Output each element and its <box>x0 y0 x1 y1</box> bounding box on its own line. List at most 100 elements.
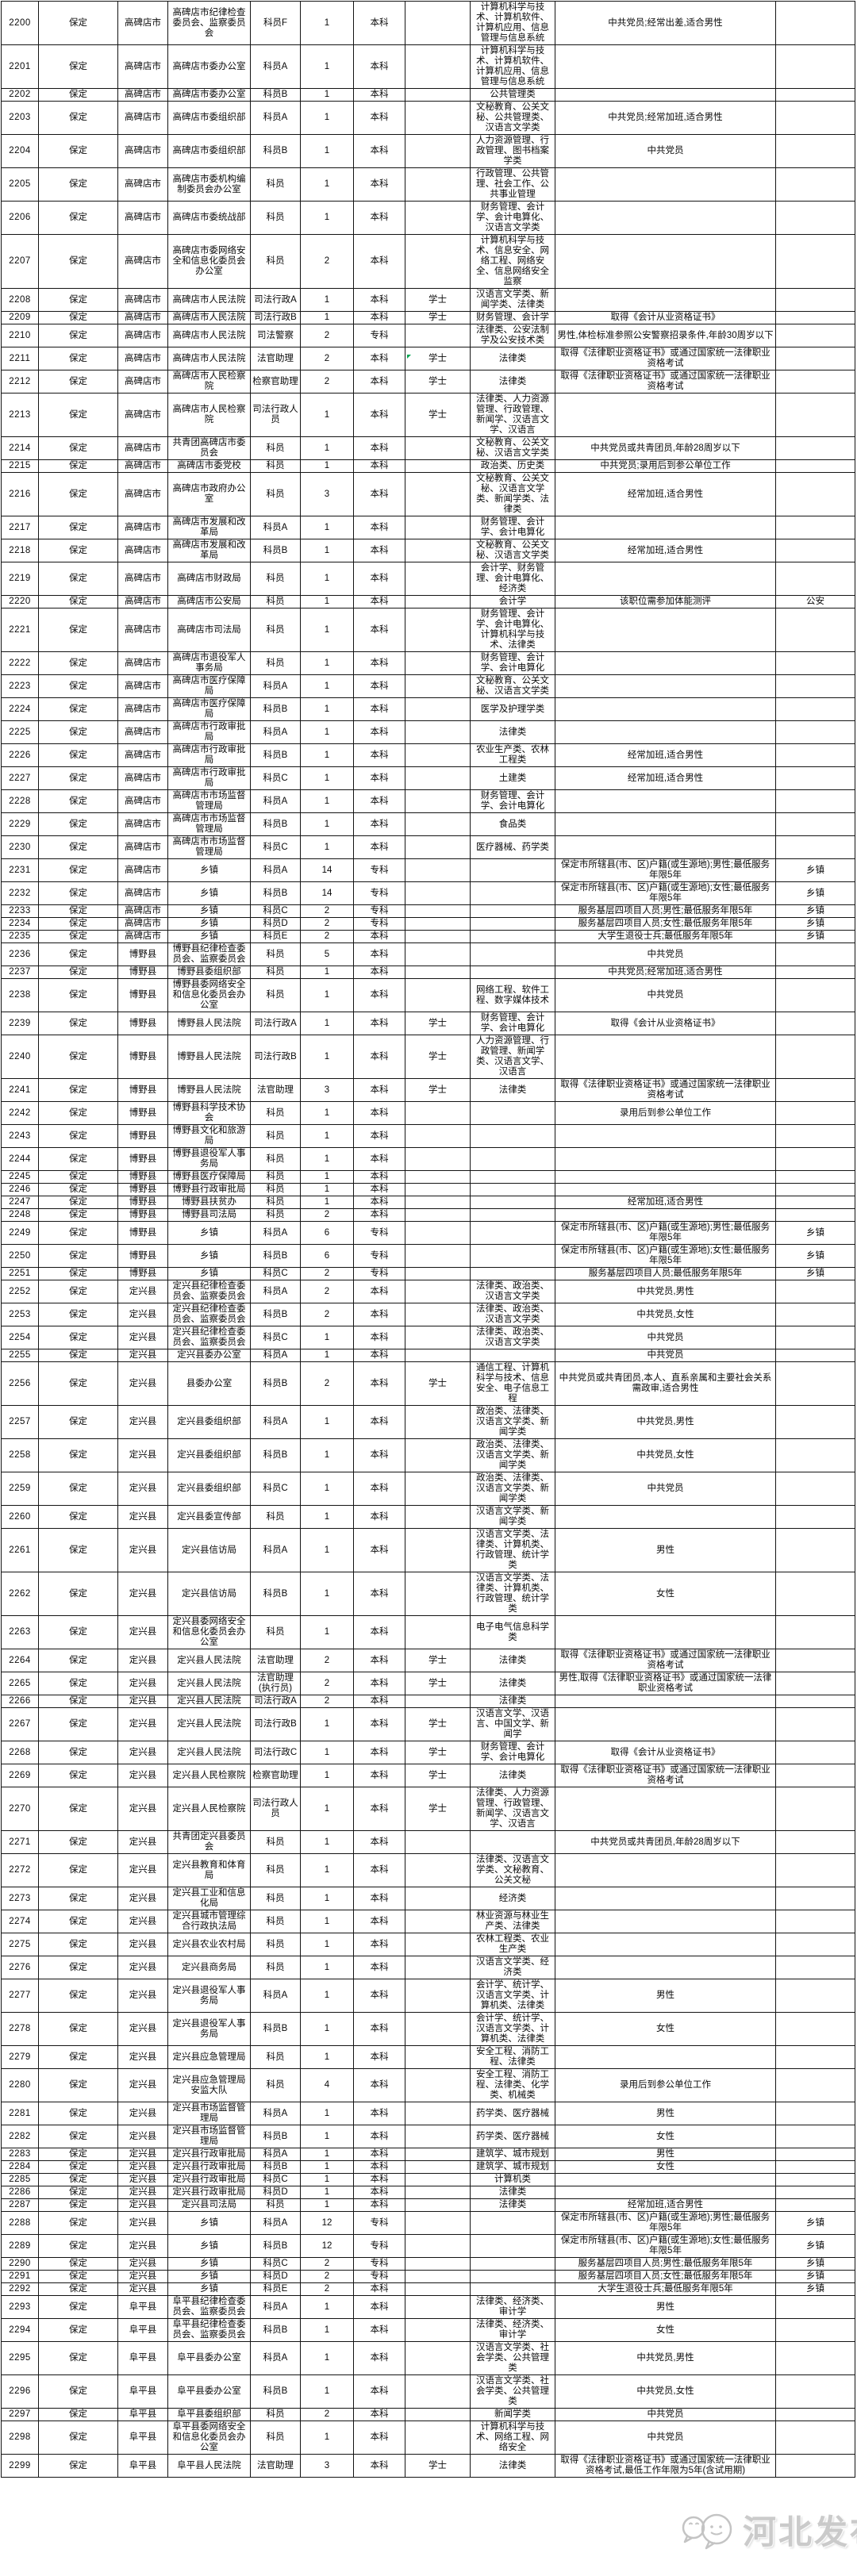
table-row: 2231 保定 高碑店市 乡镇 科员A 14 专科 保定市所辖县(市、区)户籍(或生源地);男… <box>1 858 855 882</box>
cell-education: 本科 <box>353 1933 405 1956</box>
cell-count: 1 <box>300 1956 354 1979</box>
cell-code: 2236 <box>1 942 39 966</box>
cell-city: 保定 <box>38 1910 118 1933</box>
cell-education: 本科 <box>353 1887 405 1910</box>
cell-major: 法律类 <box>470 2198 555 2212</box>
cell-remark: 保定市所辖县(市、区)户籍(或生源地);女性;最低服务年限5年 <box>555 2234 776 2258</box>
cell-county: 阜平县 <box>117 2341 168 2375</box>
cell-county: 定兴县 <box>117 1933 168 1956</box>
cell-unit: 高碑店市人民法院 <box>167 324 251 347</box>
cell-county: 高碑店市 <box>117 201 168 235</box>
cell-city: 保定 <box>38 608 118 652</box>
cell-category <box>775 436 855 460</box>
cell-code: 2283 <box>1 2148 39 2161</box>
table-row: 2293 保定 阜平县 阜平县纪律检查委员会、监察委员会 科员A 1 本科 法律类、经济类、审… <box>1 2295 855 2319</box>
cell-category <box>775 2045 855 2069</box>
cell-count: 1 <box>300 2198 354 2212</box>
cell-remark <box>555 1933 776 1956</box>
cell-county: 高碑店市 <box>117 539 168 562</box>
cell-city: 保定 <box>38 2341 118 2375</box>
cell-unit: 博野县人民法院 <box>167 1035 251 1079</box>
cell-remark: 录用后到参公单位工作 <box>555 2068 776 2102</box>
cell-remark: 取得《法律职业资格证书》或通过国家统一法律职业资格考试,最低工作年限为5年(含试… <box>555 2454 776 2478</box>
cell-degree <box>405 562 471 596</box>
cell-position: 科员A <box>250 1221 301 1245</box>
cell-category <box>775 1528 855 1572</box>
cell-education: 本科 <box>353 1910 405 1933</box>
cell-major: 计算机科学与技术、信息安全、网络工程、网络安全、信息网络安全监察 <box>470 234 555 289</box>
cell-major: 文秘教育、公关文秘、公共管理类、汉语言文学类 <box>470 101 555 135</box>
cell-position: 科员B <box>250 812 301 836</box>
cell-category <box>775 2160 855 2174</box>
cell-degree: 学士 <box>405 1787 471 1831</box>
cell-degree <box>405 2045 471 2069</box>
cell-remark: 中共党员或共青团员,年龄28周岁以下 <box>555 436 776 460</box>
table-row: 2275 保定 定兴县 定兴县农业农村局 科员 1 本科 农林工程类、农业生产类 <box>1 1933 855 1956</box>
cell-unit: 定兴县委网络安全和信息化委员会办公室 <box>167 1615 251 1649</box>
cell-major: 汉语言文学类、法律类、计算机类、行政管理、统计学类 <box>470 1528 555 1572</box>
cell-county: 定兴县 <box>117 2068 168 2102</box>
cell-county: 博野县 <box>117 1078 168 1102</box>
table-row: 2269 保定 定兴县 定兴县人民检察院 检察官助理 1 本科 学士 法律类 取得《法律职业资格证… <box>1 1764 855 1787</box>
cell-count: 1 <box>300 835 354 859</box>
table-row: 2272 保定 定兴县 定兴县教育和体育局 科员 1 本科 法律类、汉语言文学类、文秘教育、公… <box>1 1853 855 1887</box>
cell-county: 高碑店市 <box>117 370 168 394</box>
cell-remark <box>555 1853 776 1887</box>
table-row: 2235 保定 高碑店市 乡镇 科员E 2 本科 大学生退役士兵;最低服务年限5年 乡镇 <box>1 930 855 943</box>
cell-unit: 阜平县委网络安全和信息化委员会办公室 <box>167 2421 251 2455</box>
cell-position: 科员F <box>250 1 301 45</box>
cell-code: 2245 <box>1 1170 39 1184</box>
cell-count: 1 <box>300 1910 354 1933</box>
table-row: 2295 保定 阜平县 阜平县委办公室 科员A 1 本科 汉语言文学类、社会学类、公共管理类中… <box>1 2341 855 2375</box>
cell-major: 文秘教育、公关文秘、汉语言文学类 <box>470 674 555 698</box>
table-row: 2245 保定 博野县 博野县医疗保障局 科员 1 本科 <box>1 1170 855 1184</box>
cell-code: 2255 <box>1 1349 39 1362</box>
cell-code: 2218 <box>1 539 39 562</box>
cell-remark: 取得《法律职业资格证书》或通过国家统一法律职业资格考试 <box>555 1078 776 1102</box>
cell-major: 法律类、经济类、审计学 <box>470 2318 555 2342</box>
cell-position: 科员 <box>250 1910 301 1933</box>
cell-count: 2 <box>300 1695 354 1708</box>
cell-unit: 高碑店市委机构编制委员会办公室 <box>167 167 251 202</box>
cell-county: 阜平县 <box>117 2408 168 2421</box>
cell-remark: 取得《法律职业资格证书》或通过国家统一法律职业资格考试 <box>555 347 776 370</box>
cell-county: 博野县 <box>117 1267 168 1280</box>
cell-city: 保定 <box>38 1438 118 1472</box>
cell-education: 专科 <box>353 2257 405 2271</box>
cell-major <box>470 1147 555 1171</box>
cell-county: 博野县 <box>117 1035 168 1079</box>
cell-major: 汉语言文学类、新闻学类 <box>470 1505 555 1529</box>
cell-position: 科员B <box>250 743 301 767</box>
cell-degree <box>405 2125 471 2148</box>
cell-count: 1 <box>300 766 354 790</box>
cell-city: 保定 <box>38 674 118 698</box>
cell-education: 本科 <box>353 1979 405 2013</box>
cell-city: 保定 <box>38 2282 118 2296</box>
cell-education: 本科 <box>353 1124 405 1148</box>
cell-code: 2291 <box>1 2270 39 2283</box>
cell-county: 定兴县 <box>117 1438 168 1472</box>
cell-code: 2278 <box>1 2012 39 2046</box>
cell-position: 科员E <box>250 930 301 943</box>
cell-county: 高碑店市 <box>117 930 168 943</box>
table-row: 2286 保定 定兴县 定兴县行政审批局 科员D 1 本科 法律类 <box>1 2186 855 2199</box>
cell-major <box>470 942 555 966</box>
table-row: 2200 保定 高碑店市 高碑店市纪律检查委员会、监察委员会 科员F 1 本科 计算机科学与技… <box>1 1 855 45</box>
cell-degree <box>405 917 471 931</box>
cell-education: 本科 <box>353 595 405 608</box>
cell-city: 保定 <box>38 1361 118 1406</box>
cell-position: 科员 <box>250 1208 301 1222</box>
cell-count: 2 <box>300 1672 354 1695</box>
cell-city: 保定 <box>38 1101 118 1125</box>
cell-education: 专科 <box>353 324 405 347</box>
cell-city: 保定 <box>38 966 118 979</box>
cell-education: 本科 <box>353 978 405 1012</box>
cell-degree <box>405 1438 471 1472</box>
cell-city: 保定 <box>38 2068 118 2102</box>
cell-education: 本科 <box>353 2408 405 2421</box>
cell-category <box>775 1572 855 1616</box>
cell-remark: 服务基层四项目人员;最低服务年限5年 <box>555 1267 776 1280</box>
cell-degree <box>405 324 471 347</box>
cell-county: 定兴县 <box>117 1615 168 1649</box>
cell-code: 2247 <box>1 1196 39 1209</box>
